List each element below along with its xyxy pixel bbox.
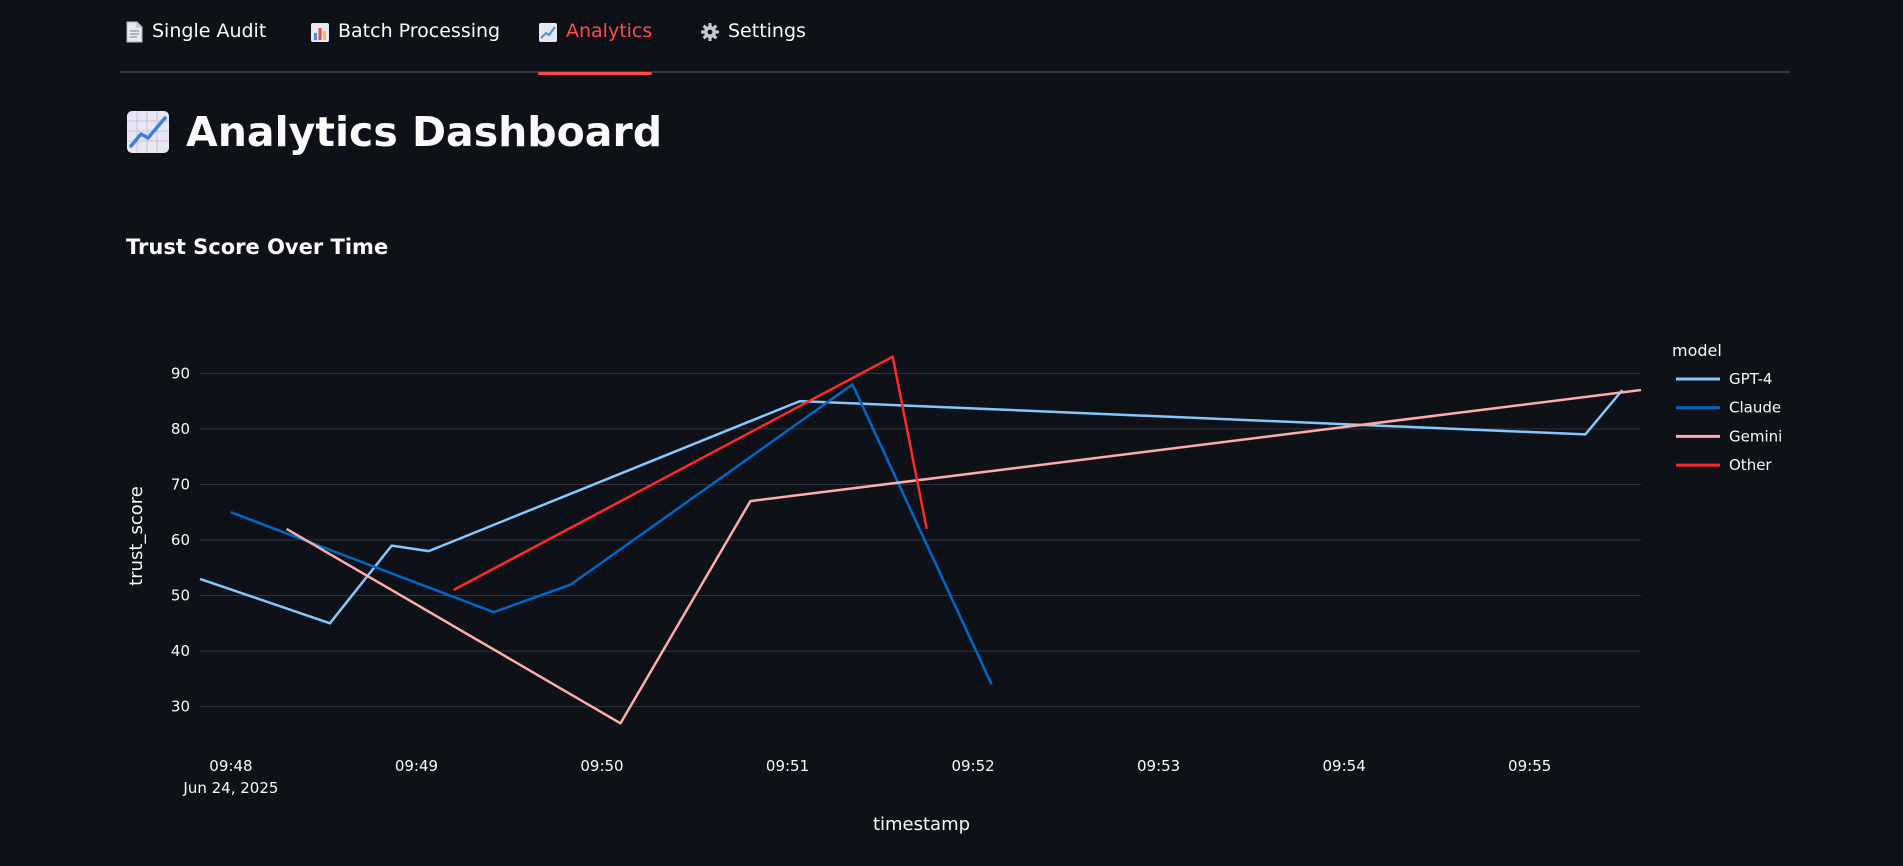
series-line-gemini [285,388,1642,725]
series-line-claude [230,383,993,685]
x-tick-label: 09:54 [1323,757,1366,775]
bar-chart-icon [311,23,329,42]
x-tick-label: 09:48 [209,757,252,775]
y-tick-label: 30 [171,698,190,716]
gear-icon [701,23,719,41]
line-chart-icon [539,23,557,42]
y-tick-label: 50 [171,587,190,605]
page-title: Analytics Dashboard [126,108,662,156]
tab-batch-processing[interactable]: Batch Processing [310,20,500,73]
legend-entry: Gemini [1729,427,1782,445]
document-icon [126,21,143,43]
x-date-label: Jun 24, 2025 [182,779,278,797]
tab-analytics[interactable]: Analytics [538,20,653,75]
y-tick-label: 70 [171,475,190,493]
legend-title: model [1672,341,1722,360]
x-tick-label: 09:49 [395,757,438,775]
chart-section-title: Trust Score Over Time [126,235,389,259]
x-tick-label: 09:53 [1137,757,1180,775]
tab-settings[interactable]: Settings [700,20,806,73]
tab-single-audit[interactable]: Single Audit [124,20,266,73]
page-title-text: Analytics Dashboard [186,108,663,156]
series-line-other [453,355,928,592]
y-tick-label: 80 [171,420,190,438]
y-axis-title: trust_score [126,486,147,586]
tab-label: Settings [728,20,806,42]
legend-entry: Other [1729,456,1772,474]
x-axis-title: timestamp [873,814,970,835]
x-tick-label: 09:51 [766,757,809,775]
y-tick-label: 40 [171,642,190,660]
y-tick-label: 60 [171,531,190,549]
legend-entry: GPT-4 [1729,370,1772,388]
tab-bar: Single Audit Batch Processing Analytics [120,0,1790,75]
series-line-gpt-4 [199,389,1624,625]
x-tick-label: 09:52 [951,757,994,775]
tab-label: Analytics [566,20,653,42]
x-tick-label: 09:50 [580,757,623,775]
y-tick-label: 90 [171,364,190,382]
tab-label: Batch Processing [338,20,501,42]
tab-label: Single Audit [152,20,267,42]
line-chart-icon [127,111,169,153]
legend-entry: Claude [1729,399,1781,417]
x-tick-label: 09:55 [1508,757,1551,775]
